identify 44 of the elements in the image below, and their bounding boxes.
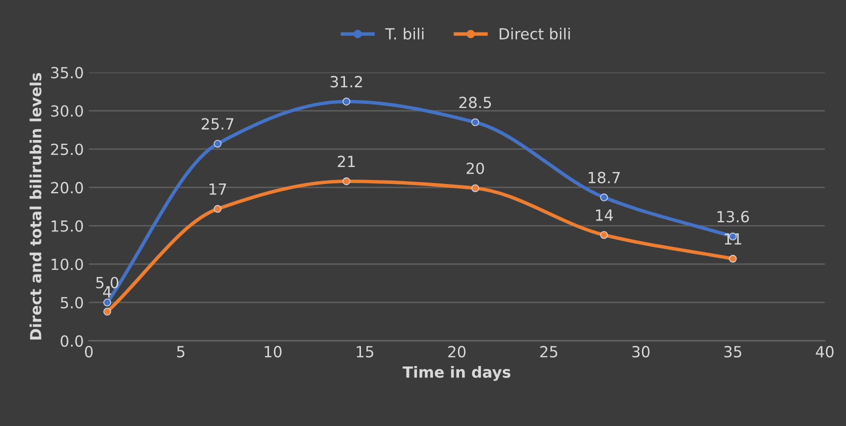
y-axis-title: Direct and total bilirubin levels: [30, 73, 42, 340]
x-tick-label: 30: [632, 346, 650, 358]
point: [103, 308, 112, 316]
y-tick-label: 10.0: [52, 258, 83, 270]
point: [600, 231, 608, 239]
x-axis-title: Time in days: [402, 366, 510, 381]
y-tick-label: 20.0: [51, 182, 83, 194]
y-tick-label: 0.0: [60, 335, 83, 347]
y-tick-label: 25.0: [51, 144, 83, 156]
y-tick-label: 5.0: [60, 296, 83, 308]
x-tick-label: 10: [264, 346, 282, 358]
y-tick-label: 35.0: [51, 66, 83, 78]
x-tick-label: 25: [540, 346, 558, 358]
x-tick-label: 35: [724, 346, 742, 358]
point: [471, 184, 480, 192]
point: [342, 177, 350, 186]
x-tick-label: 0: [84, 346, 93, 358]
x-tick-label: 15: [356, 346, 374, 358]
y-tick-label: 15.0: [52, 220, 83, 232]
x-tick-label: 5: [177, 346, 184, 358]
data-label: 5.0: [96, 276, 118, 288]
point: [471, 118, 480, 126]
data-label: 11: [724, 233, 742, 244]
data-label: 17: [210, 183, 226, 195]
point: [214, 205, 222, 213]
legend-label: T. bili: [385, 28, 424, 40]
point: [214, 140, 222, 148]
data-label: 21: [338, 156, 355, 168]
legend-label: Direct bili: [500, 28, 570, 40]
data-label: 13.6: [718, 210, 749, 222]
data-label: 14: [596, 210, 613, 221]
data-label: 20: [466, 162, 484, 174]
data-label: 25.7: [202, 118, 234, 130]
y-tick-label: 30.0: [51, 105, 83, 117]
data-label: 4: [103, 286, 112, 298]
x-tick-label: 40: [816, 346, 834, 358]
point: [728, 254, 737, 263]
x-tick-label: 20: [448, 346, 466, 358]
point: [342, 98, 350, 106]
data-label: 31.2: [330, 76, 362, 88]
point: [103, 298, 112, 306]
point: [600, 194, 608, 202]
data-label: 18.7: [588, 172, 620, 184]
data-label: 28.5: [459, 96, 491, 108]
